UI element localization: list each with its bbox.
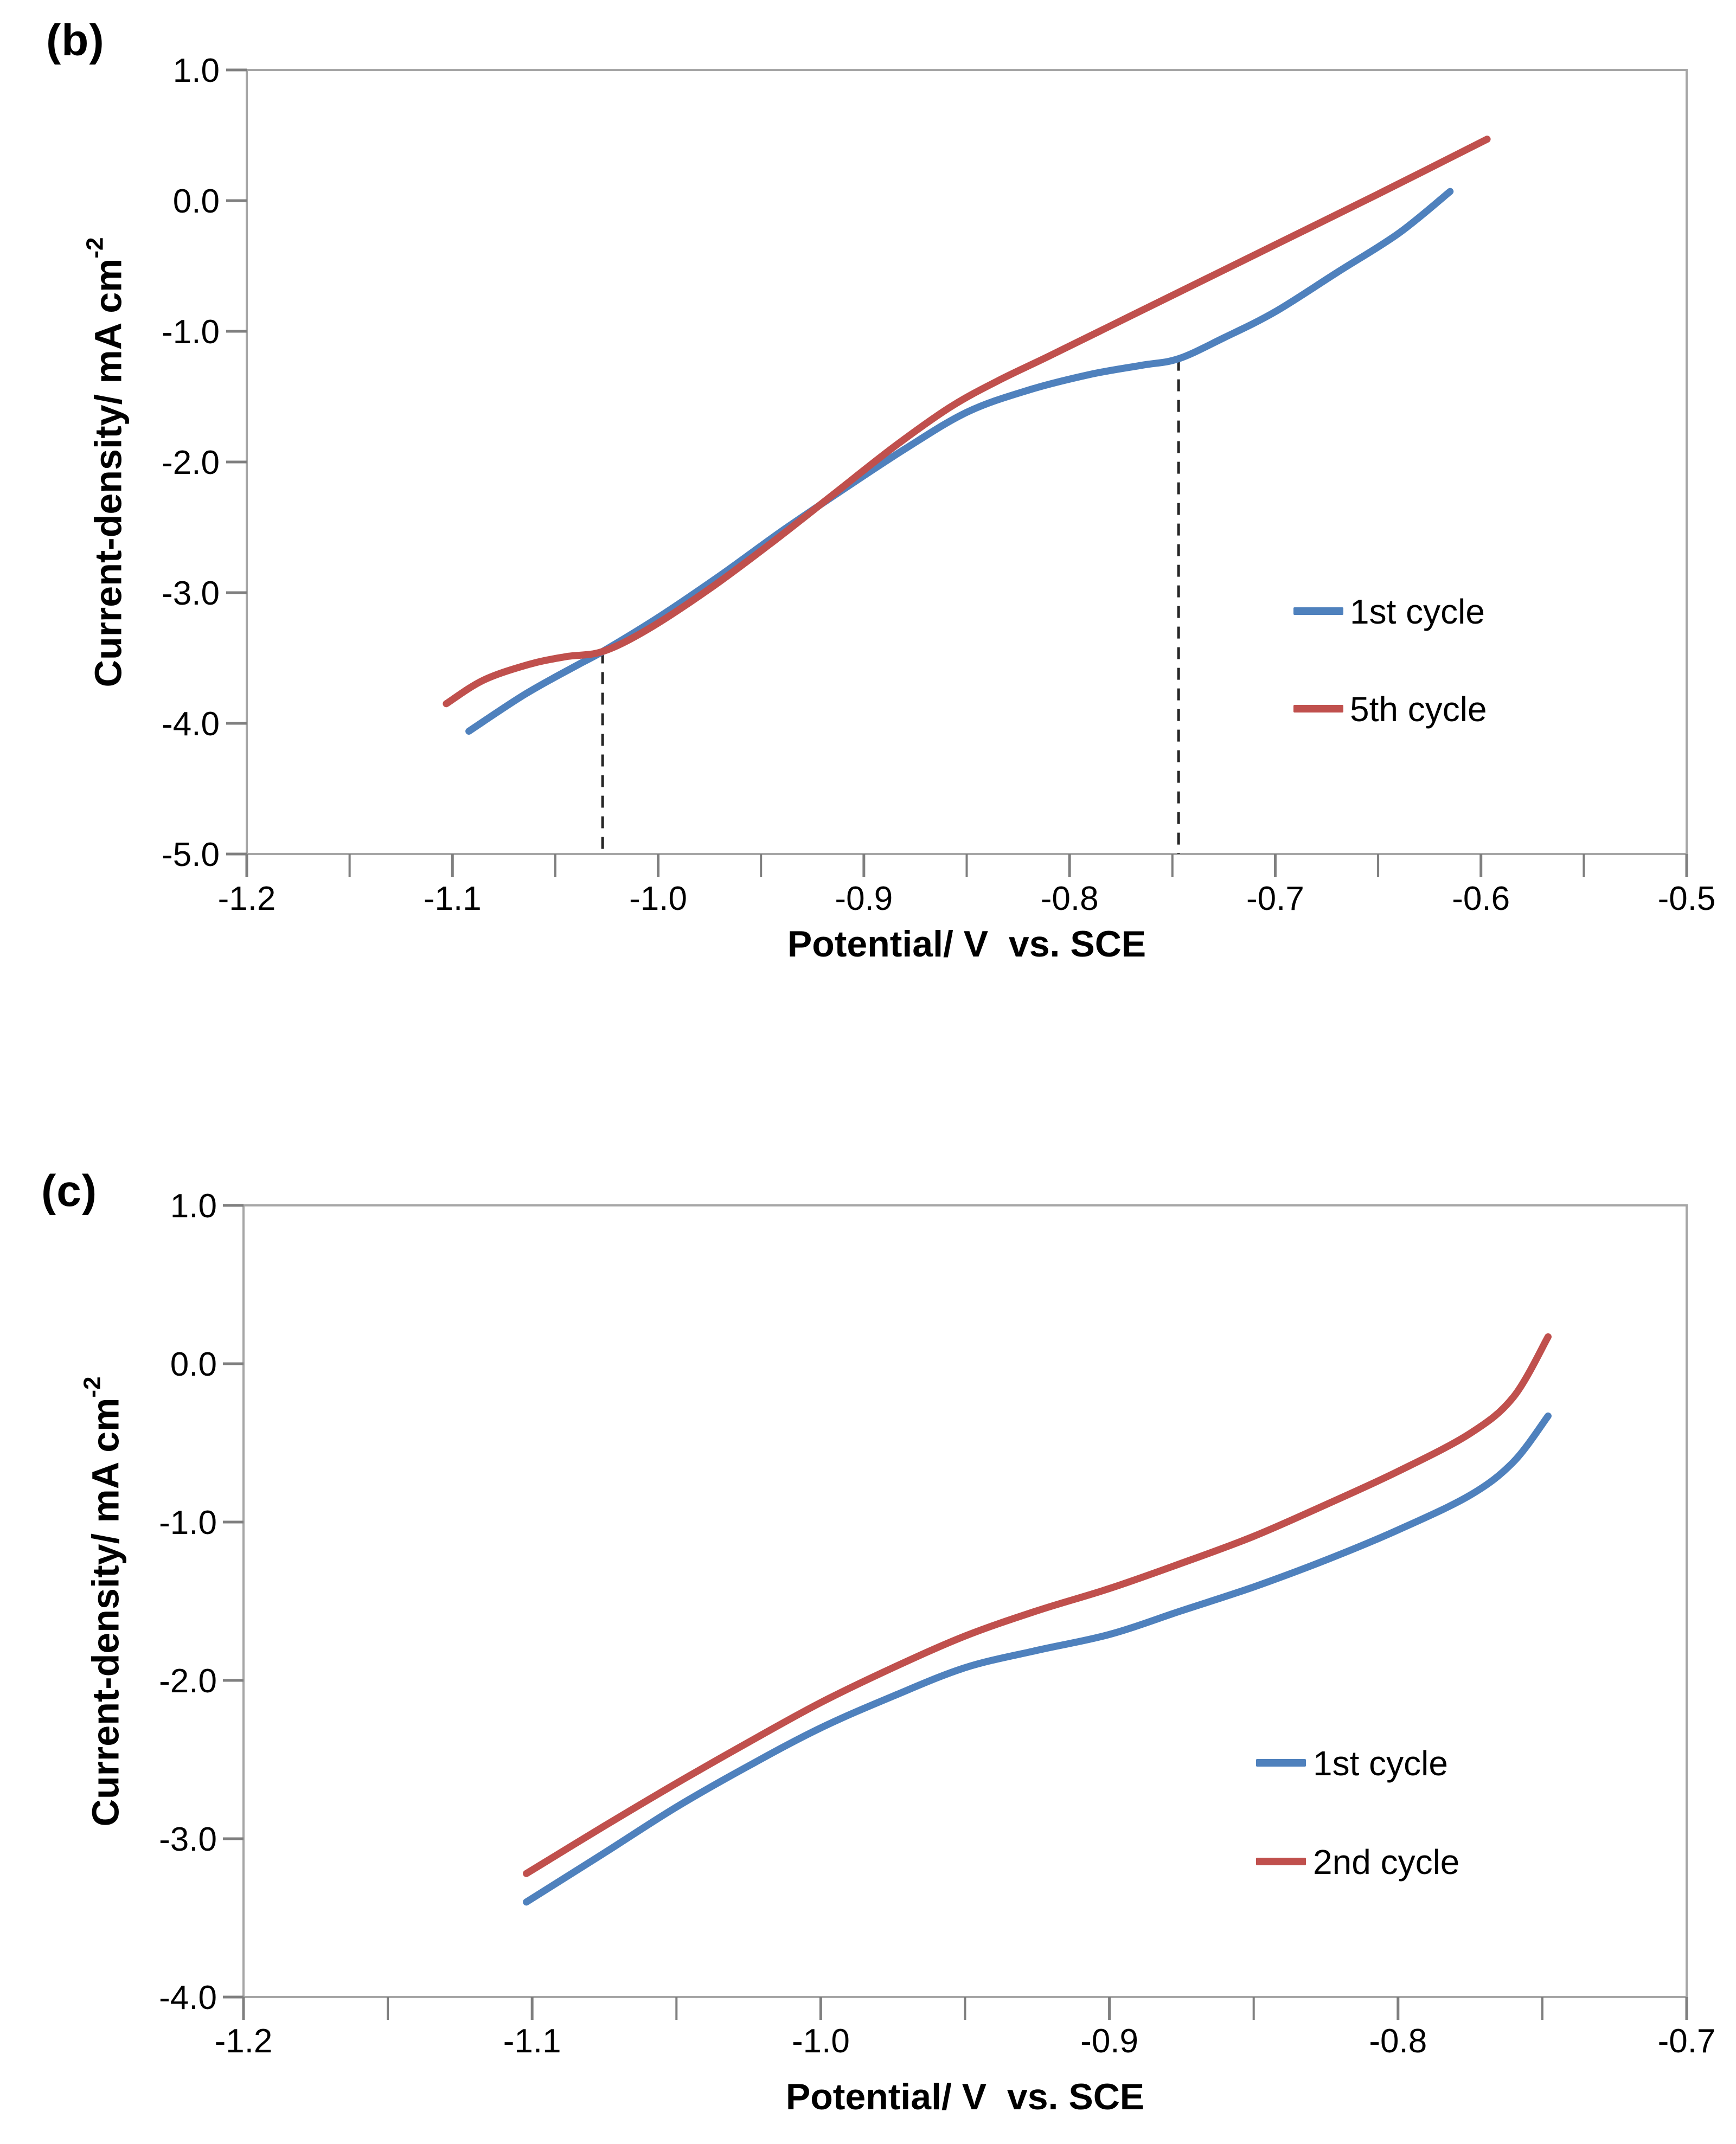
x-axis-tick-label: -1.1 xyxy=(503,2023,561,2060)
x-axis-tick-label: -0.7 xyxy=(1246,880,1304,917)
y-axis-tick-label: -2.0 xyxy=(159,1662,217,1700)
x-axis-tick-label: -1.2 xyxy=(218,880,276,917)
y-axis-tick-label: 1.0 xyxy=(173,52,220,89)
legend-line-sample-5th-cycle-b xyxy=(1293,705,1343,712)
chart-panel-b: 1.0 0.0 -1.0 -2.0 -3.0 -4.0 -5.0 -1.2 -1.1 -1.0 -0… xyxy=(162,52,1715,917)
y-axis-tick-label: 0.0 xyxy=(173,183,220,220)
panel-label-c: (c) xyxy=(41,1166,98,1216)
x-axis-tick-label: -0.9 xyxy=(835,880,893,917)
legend-label-1st-cycle-c: 1st cycle xyxy=(1313,1744,1448,1783)
legend-line-sample-1st-cycle-b xyxy=(1293,607,1343,615)
y-axis-tick-label: -3.0 xyxy=(162,575,220,612)
legend-label-5th-cycle-b: 5th cycle xyxy=(1350,690,1487,729)
series-curve-2nd-cycle xyxy=(523,1333,1552,1877)
x-axis-tick-label: -0.6 xyxy=(1452,880,1510,917)
x-axis-title-c: Potential/ V vs. SCE xyxy=(785,2076,1145,2117)
plot-border xyxy=(246,69,1688,855)
legend-label-1st-cycle-b: 1st cycle xyxy=(1350,592,1485,631)
series-curve-5th-cycle xyxy=(443,136,1491,708)
y-axis-tick-label: -4.0 xyxy=(162,705,220,743)
y-axis-tick-label: -5.0 xyxy=(162,836,220,874)
x-axis-tick-label: -1.2 xyxy=(215,2023,273,2060)
y-axis-tick-label: 0.0 xyxy=(170,1346,217,1383)
x-axis-tick-label: -0.7 xyxy=(1658,2023,1716,2060)
x-axis-tick-label: -1.0 xyxy=(792,2023,850,2060)
legend-line-sample-2nd-cycle-c xyxy=(1256,1858,1306,1865)
x-axis-tick-label: -1.1 xyxy=(424,880,482,917)
y-axis-tick-label: -2.0 xyxy=(162,444,220,482)
y-axis-tick-label: -3.0 xyxy=(159,1821,217,1858)
y-axis-tick-label: -4.0 xyxy=(159,1979,217,2017)
x-axis-tick-label: -0.5 xyxy=(1658,880,1716,917)
series-curve-1st-cycle xyxy=(465,188,1454,735)
panel-label-b: (b) xyxy=(46,16,105,65)
plot-border xyxy=(242,1204,1688,1998)
y-axis-tick-label: -1.0 xyxy=(159,1504,217,1542)
x-axis-tick-label: -1.0 xyxy=(629,880,687,917)
chart-panel-c: 1.0 0.0 -1.0 -2.0 -3.0 -4.0 -1.2 -1.1 -1.0 -0.9 -0… xyxy=(159,1187,1715,2060)
x-axis-tick-label: -0.9 xyxy=(1080,2023,1138,2060)
y-axis-tick-label: -1.0 xyxy=(162,313,220,351)
x-axis-tick-label: -0.8 xyxy=(1041,880,1099,917)
x-axis-tick-label: -0.8 xyxy=(1369,2023,1427,2060)
x-axis-title-b: Potential/ V vs. SCE xyxy=(787,923,1146,965)
series-curve-1st-cycle xyxy=(523,1412,1552,1906)
legend-line-sample-1st-cycle-c xyxy=(1256,1759,1306,1767)
legend-label-2nd-cycle-c: 2nd cycle xyxy=(1313,1843,1460,1882)
y-axis-tick-label: 1.0 xyxy=(170,1187,217,1225)
